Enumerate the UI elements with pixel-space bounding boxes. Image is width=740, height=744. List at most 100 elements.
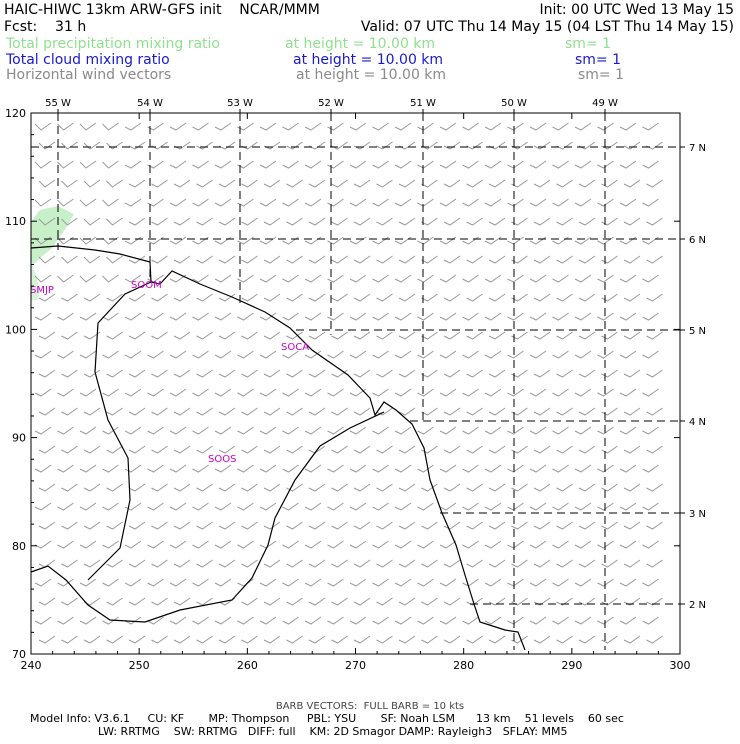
wind-barb bbox=[286, 407, 303, 416]
wind-barb bbox=[124, 350, 142, 359]
wind-barb bbox=[218, 141, 236, 150]
wind-barb bbox=[443, 521, 461, 530]
wind-barb bbox=[398, 141, 416, 150]
wind-barb bbox=[286, 635, 303, 644]
wind-barb bbox=[237, 426, 254, 435]
wind-barb bbox=[417, 274, 434, 283]
wind-barb bbox=[556, 217, 573, 226]
wind-barb bbox=[394, 540, 412, 549]
longitude-label: 53 W bbox=[227, 98, 253, 109]
wind-barb bbox=[439, 540, 457, 549]
wind-barb bbox=[128, 597, 146, 606]
wind-barb bbox=[83, 217, 101, 226]
wind-barb bbox=[308, 331, 326, 340]
wind-barb bbox=[484, 616, 502, 625]
wind-barb bbox=[394, 426, 412, 435]
wind-barb bbox=[304, 198, 322, 207]
wind-barb bbox=[218, 407, 236, 416]
wind-barb bbox=[466, 179, 483, 188]
wind-barb bbox=[439, 464, 457, 473]
wind-barb bbox=[372, 578, 389, 587]
wind-barb bbox=[394, 616, 412, 625]
field-cloud-sm: sm= 1 bbox=[575, 52, 621, 68]
wind-barb bbox=[259, 122, 277, 131]
wind-barb bbox=[349, 198, 367, 207]
wind-barb bbox=[151, 331, 168, 340]
field-precip-height: at height = 10.00 km bbox=[285, 36, 435, 52]
wind-barb bbox=[151, 597, 168, 606]
wind-barb bbox=[417, 122, 434, 131]
wind-barb bbox=[443, 483, 461, 492]
wind-barb bbox=[353, 179, 371, 188]
wind-barb bbox=[574, 540, 592, 549]
wind-barb bbox=[574, 198, 592, 207]
wind-barb bbox=[619, 616, 637, 625]
wind-barb bbox=[619, 388, 637, 397]
wind-barb bbox=[601, 597, 618, 606]
wind-barb bbox=[398, 217, 416, 226]
wind-barb bbox=[353, 255, 371, 264]
wind-barb bbox=[443, 217, 461, 226]
wind-barb bbox=[79, 312, 97, 321]
wind-barb bbox=[376, 597, 393, 606]
wind-barb bbox=[443, 331, 461, 340]
wind-barb bbox=[646, 597, 663, 606]
wind-barb bbox=[623, 559, 641, 568]
coastline bbox=[30, 245, 526, 651]
wind-barb bbox=[578, 521, 596, 530]
wind-barb bbox=[124, 274, 142, 283]
wind-barb bbox=[282, 160, 299, 169]
wind-barb bbox=[57, 502, 74, 511]
wind-barb bbox=[443, 559, 461, 568]
wind-barb bbox=[327, 502, 344, 511]
wind-barb bbox=[173, 635, 191, 644]
wind-barb bbox=[623, 635, 641, 644]
wind-barb bbox=[421, 179, 438, 188]
wind-barb bbox=[304, 426, 322, 435]
wind-barb bbox=[214, 122, 232, 131]
wind-barb bbox=[462, 160, 479, 169]
wind-barb bbox=[597, 426, 614, 435]
wind-barb bbox=[214, 426, 232, 435]
wind-barb bbox=[192, 426, 209, 435]
wind-barb bbox=[263, 521, 281, 530]
wind-barb bbox=[574, 122, 592, 131]
wind-barb bbox=[34, 388, 52, 397]
wind-barb bbox=[372, 122, 389, 131]
wind-barb bbox=[196, 141, 213, 150]
wind-barb bbox=[83, 521, 101, 530]
wind-barb bbox=[372, 198, 389, 207]
wind-barb bbox=[196, 407, 213, 416]
wind-barb bbox=[642, 388, 659, 397]
wind-barb bbox=[124, 540, 142, 549]
wind-barb bbox=[462, 122, 479, 131]
wind-barb bbox=[214, 198, 232, 207]
wind-barb bbox=[304, 236, 322, 245]
wind-barb bbox=[196, 217, 213, 226]
wind-barbs bbox=[34, 122, 663, 644]
wind-barb bbox=[304, 388, 322, 397]
wind-barb bbox=[601, 407, 618, 416]
wind-barb bbox=[128, 521, 146, 530]
wind-barb bbox=[533, 293, 551, 302]
latitude-label: 7 N bbox=[689, 143, 706, 154]
wind-barb bbox=[349, 502, 367, 511]
wind-barb bbox=[462, 312, 479, 321]
wind-barb bbox=[102, 160, 119, 169]
wind-barb bbox=[533, 369, 551, 378]
wind-barb bbox=[263, 255, 281, 264]
model-info-line2: LW: RRTMG SW: RRTMG DIFF: full KM: 2D Sm… bbox=[98, 725, 568, 738]
wind-barb bbox=[214, 616, 232, 625]
latitude-label: 4 N bbox=[689, 417, 706, 428]
wind-barb bbox=[484, 274, 502, 283]
wind-barb bbox=[533, 559, 551, 568]
wind-barb bbox=[372, 388, 389, 397]
wind-barb bbox=[38, 521, 56, 530]
wind-barb bbox=[646, 331, 663, 340]
wind-barb bbox=[417, 426, 434, 435]
wind-barb bbox=[646, 521, 663, 530]
wind-barb bbox=[237, 502, 254, 511]
wind-barb bbox=[331, 445, 348, 454]
wind-barb bbox=[34, 502, 52, 511]
latitude-labels: 7 N 6 N 5 N 4 N 3 N 2 N bbox=[680, 143, 706, 611]
